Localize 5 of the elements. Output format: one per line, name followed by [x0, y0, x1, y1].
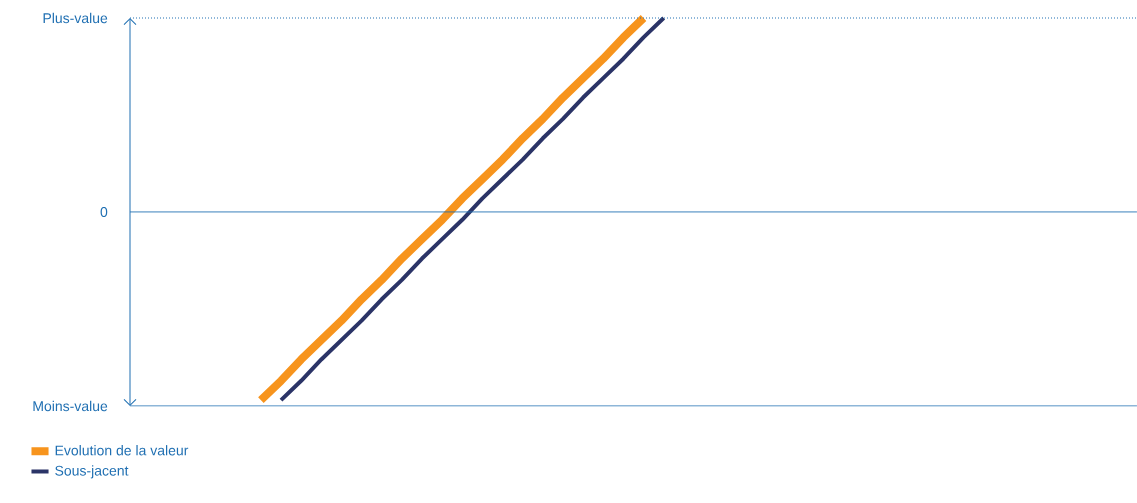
text: 0: [100, 207, 108, 217]
text: Plus-value: [43, 12, 108, 24]
legend-label: Sous-jacent: [55, 465, 129, 479]
text: Moins-value: [33, 400, 108, 412]
legend-label: Evolution de la valeur: [55, 445, 189, 456]
